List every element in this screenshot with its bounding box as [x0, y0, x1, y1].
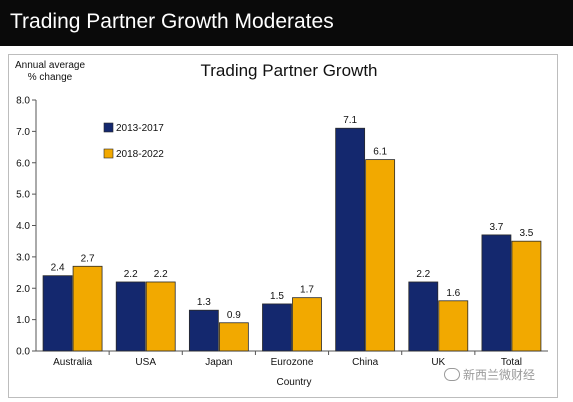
y-tick-label: 6.0 — [16, 158, 30, 169]
bar — [438, 300, 469, 352]
data-label: 0.9 — [227, 310, 241, 321]
chart-title: Trading Partner Growth — [201, 61, 378, 80]
y-tick-label: 3.0 — [16, 252, 30, 263]
data-label: 6.1 — [373, 147, 387, 158]
y-tick-label: 4.0 — [16, 221, 30, 232]
chat-bubble-icon — [444, 368, 460, 381]
data-label: 2.4 — [51, 263, 65, 274]
watermark: 新西兰微财经 — [444, 366, 535, 383]
data-label: 1.7 — [300, 285, 314, 296]
legend-swatch — [103, 148, 114, 159]
data-label: 2.2 — [154, 269, 168, 280]
x-tick-label: UK — [431, 357, 445, 368]
bar — [408, 281, 439, 352]
data-label: 7.1 — [343, 115, 357, 126]
y-tick-label: 7.0 — [16, 127, 30, 138]
bar — [511, 240, 542, 352]
bar — [335, 127, 366, 352]
y-axis-label-line2: % change — [28, 72, 73, 83]
bar — [188, 309, 219, 352]
y-tick-label: 1.0 — [16, 315, 30, 326]
x-tick-label: Japan — [205, 357, 232, 368]
x-tick-label: USA — [135, 357, 156, 368]
watermark-text: 新西兰微财经 — [463, 368, 536, 382]
y-tick-label: 2.0 — [16, 284, 30, 295]
bar — [42, 275, 73, 352]
bar — [292, 297, 322, 352]
x-tick-label: Eurozone — [271, 357, 314, 368]
banner-title: Trading Partner Growth Moderates — [10, 10, 334, 33]
legend-swatch — [103, 122, 114, 133]
data-label: 2.2 — [124, 269, 138, 280]
bar — [145, 281, 176, 352]
title-banner: Trading Partner Growth Moderates — [0, 0, 573, 46]
data-label: 2.7 — [81, 253, 95, 264]
x-tick-label: Australia — [53, 357, 92, 368]
bar — [262, 303, 292, 352]
data-label: 3.7 — [489, 222, 503, 233]
x-tick-label: Total — [501, 357, 522, 368]
bar — [115, 281, 146, 352]
data-label: 2.2 — [416, 269, 430, 280]
x-axis-label: Country — [276, 377, 311, 388]
data-label: 3.5 — [519, 228, 533, 239]
data-label: 1.5 — [270, 291, 284, 302]
y-tick-label: 8.0 — [16, 96, 30, 107]
legend-label: 2013-2017 — [116, 123, 164, 134]
y-tick-label: 0.0 — [16, 347, 30, 358]
bar — [481, 234, 512, 352]
bar — [218, 322, 249, 352]
data-label: 1.3 — [197, 297, 211, 308]
plot-area: 0.0 1.0 2.0 3.0 4.0 5.0 6.0 7.0 8.0 Australia 2.4 2… — [16, 96, 548, 368]
legend-label: 2018-2022 — [116, 149, 164, 160]
data-label: 1.6 — [446, 288, 460, 299]
bar — [365, 159, 396, 352]
y-tick-label: 5.0 — [16, 190, 30, 201]
y-axis-label-line1: Annual average — [15, 60, 85, 71]
bar — [72, 265, 103, 352]
x-tick-label: China — [352, 357, 379, 368]
